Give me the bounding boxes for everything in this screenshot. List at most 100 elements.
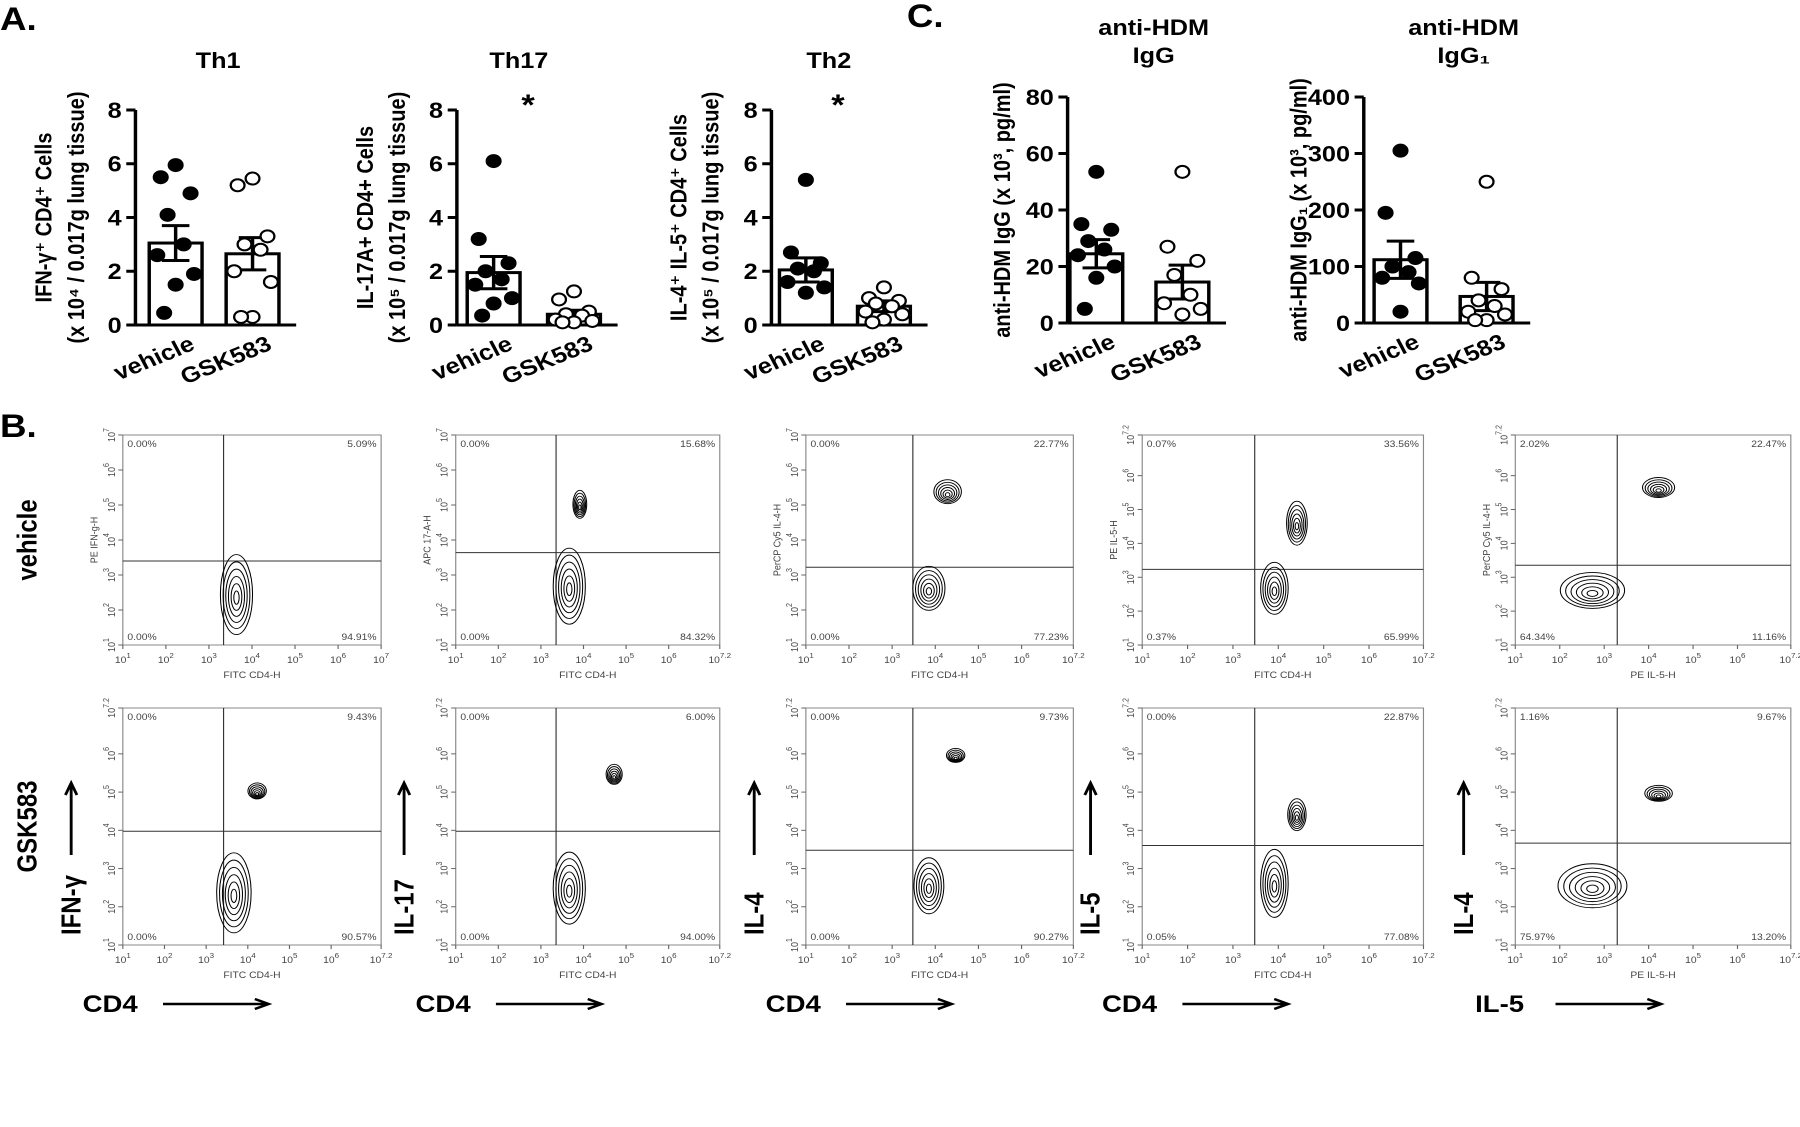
data-point (867, 296, 884, 311)
x-axis-label: FITC CD4-H (911, 671, 968, 681)
contour (552, 547, 586, 625)
axis-arrow (1182, 997, 1292, 1011)
data-point (1407, 251, 1424, 266)
data-point (1080, 234, 1097, 249)
contour (221, 866, 246, 922)
data-point (1493, 282, 1510, 297)
y-axis-label: PE IL-5-H (1108, 520, 1120, 559)
tick-base: 10 (1412, 956, 1423, 966)
tick-base: 10 (1270, 656, 1281, 666)
data-point (782, 245, 799, 260)
contour (227, 575, 246, 617)
y-tick-label: 103 (785, 862, 801, 876)
x-tick-label: 105 (970, 951, 986, 965)
x-tick-label: 102 (1552, 951, 1568, 965)
tick-base: 10 (1361, 656, 1372, 666)
tick-base: 10 (1499, 540, 1511, 550)
y-tick-label: 105 (1121, 785, 1137, 799)
x-tick-label: 105 (1685, 951, 1701, 965)
contour (1267, 867, 1282, 903)
tick-base: 10 (439, 942, 451, 952)
x-tick-label: 102 (490, 951, 506, 965)
tick-exponent: 4 (1121, 823, 1131, 827)
chart-title: anti-HDM (1098, 16, 1209, 40)
contour (1653, 792, 1664, 799)
x-tick-label: 105 (287, 651, 303, 665)
quadrant-percent: 2.02% (1520, 440, 1550, 450)
y-tick-label: 102 (785, 900, 801, 914)
tick-exponent: 4 (1282, 651, 1286, 659)
tick-exponent: 7.2 (1074, 651, 1085, 659)
y-tick-label: 107.2 (434, 698, 450, 718)
y-tick-label: 0 (108, 314, 122, 338)
contour (914, 570, 943, 608)
tick-exponent: 1 (102, 938, 112, 942)
x-axis-label: FITC CD4-H (1254, 671, 1311, 681)
data-point (1189, 253, 1206, 268)
tick-exponent: 5 (1327, 951, 1331, 959)
data-point (185, 266, 203, 281)
contour (947, 749, 964, 763)
tick-base: 10 (533, 656, 544, 666)
tick-base: 10 (1126, 708, 1138, 718)
tick-exponent: 2 (1494, 604, 1504, 608)
tick-exponent: 5 (102, 498, 112, 502)
y-tick-label: 105 (1494, 503, 1510, 517)
tick-base: 10 (1499, 506, 1511, 516)
x-tick-label: 105 (1685, 651, 1701, 665)
data-point (797, 285, 814, 300)
contour (1650, 483, 1668, 495)
data-point (244, 171, 261, 186)
quadrant-percent: 64.34% (1520, 633, 1555, 643)
y-axis-label: PerCP Cy5 IL-4-H (1482, 504, 1494, 576)
tick-base: 10 (1126, 435, 1138, 445)
x-tick-label: 105 (1316, 951, 1332, 965)
quadrant-percent: 22.87% (1384, 713, 1419, 723)
contour (1291, 513, 1303, 537)
tick-base: 10 (798, 656, 809, 666)
contour (1565, 575, 1620, 607)
tick-exponent: 6 (1494, 747, 1504, 751)
data-point (500, 256, 517, 271)
contour (1262, 566, 1287, 612)
contour (219, 554, 254, 636)
tick-base: 10 (1180, 656, 1191, 666)
x-tick-label: 107.2 (370, 951, 393, 965)
tick-exponent: 7.2 (102, 698, 112, 708)
tick-exponent: 2 (102, 900, 112, 904)
quadrant-percent: 9.67% (1757, 713, 1787, 723)
data-point (1410, 276, 1427, 291)
data-point (857, 304, 874, 319)
tick-base: 10 (439, 607, 451, 617)
panel-label: A. (0, 2, 37, 37)
data-point (152, 170, 169, 185)
plot-frame (1141, 707, 1425, 946)
tick-base: 10 (1499, 574, 1511, 584)
x-tick-label: 104 (576, 651, 592, 665)
tick-base: 10 (789, 572, 801, 582)
data-point (565, 284, 583, 299)
data-point (1159, 239, 1176, 254)
y-tick-label: 105 (1494, 785, 1510, 799)
contour (1568, 871, 1616, 903)
quadrant-percent: 77.08% (1384, 933, 1419, 943)
tick-exponent: 2 (1121, 900, 1131, 904)
tick-base: 10 (1134, 656, 1145, 666)
x-tick-label: 103 (1225, 951, 1241, 965)
tick-base: 10 (281, 956, 292, 966)
tick-base: 10 (1126, 789, 1138, 799)
tick-exponent: 7.2 (1791, 951, 1800, 959)
tick-exponent: 7 (434, 428, 444, 432)
y-tick-label: 104 (102, 533, 118, 547)
tick-exponent: 2 (853, 651, 857, 659)
tick-base: 10 (490, 956, 501, 966)
contour (950, 753, 961, 762)
tick-base: 10 (106, 642, 118, 652)
data-point (1463, 270, 1480, 285)
tick-base: 10 (576, 656, 587, 666)
data-point (1096, 242, 1113, 257)
quadrant-percent: 15.68% (680, 440, 715, 450)
plot-frame (455, 434, 721, 646)
y-axis-label: IL-17A+ CD4+ Cells (353, 126, 379, 309)
